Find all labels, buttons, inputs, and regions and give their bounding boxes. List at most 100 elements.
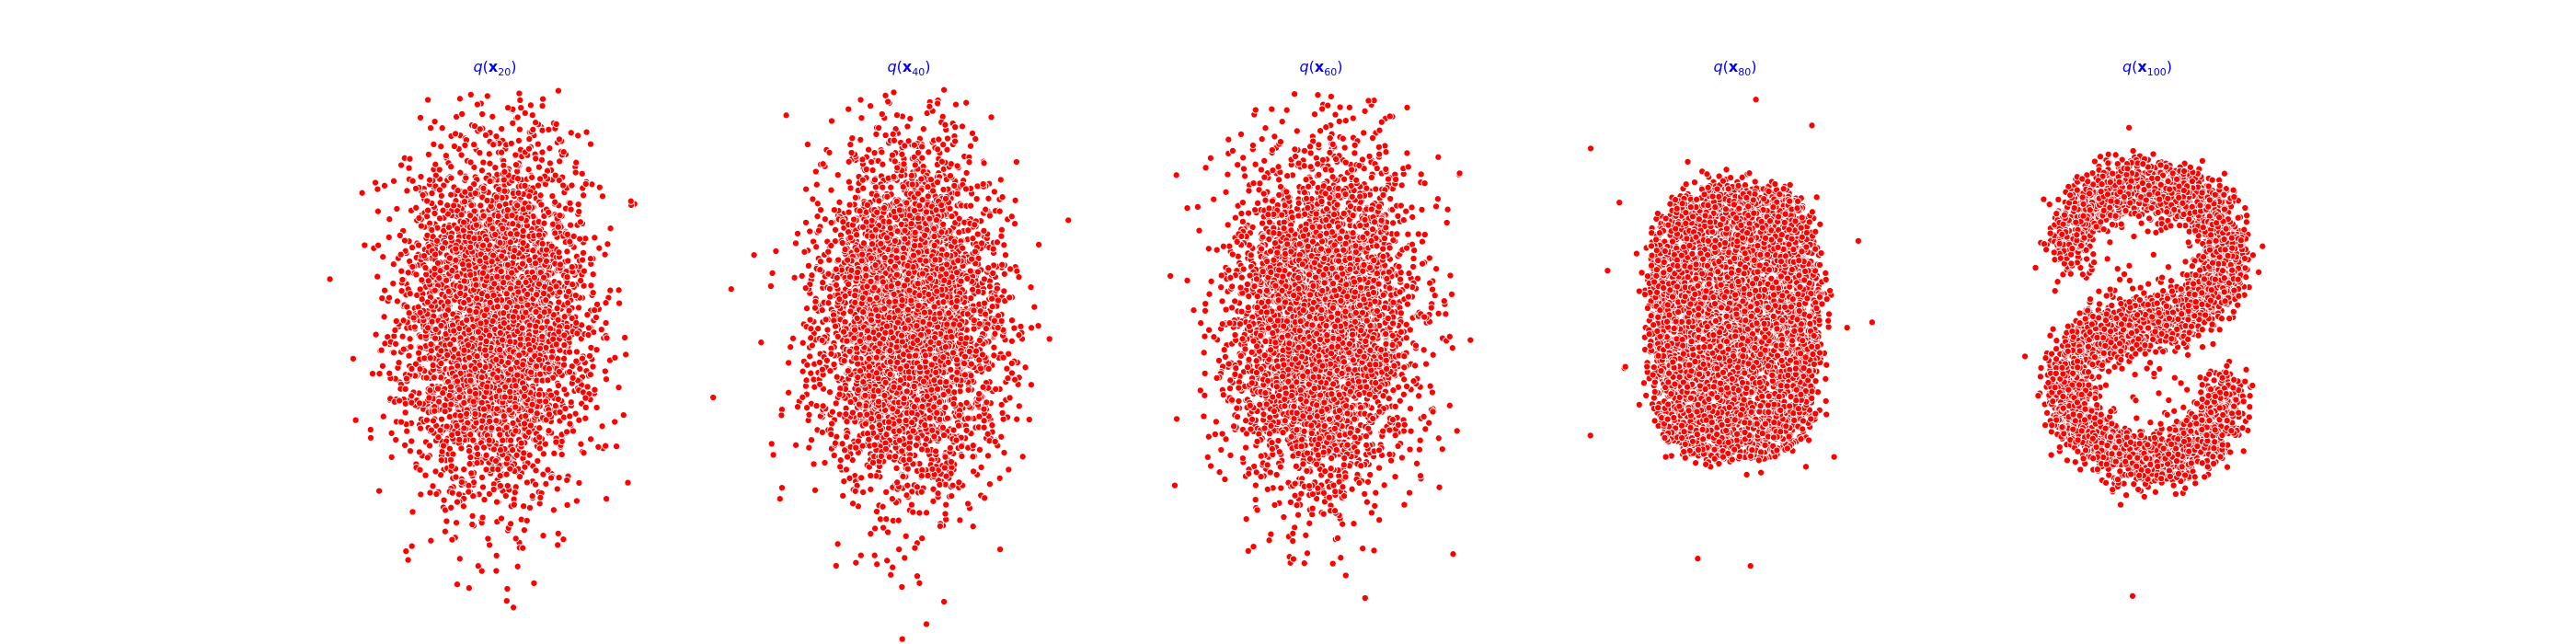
scatter-point	[467, 159, 474, 166]
scatter-point	[385, 234, 392, 240]
scatter-point	[472, 410, 478, 417]
scatter-point	[556, 136, 562, 143]
scatter-point	[473, 222, 479, 228]
scatter-point	[575, 132, 581, 139]
scatter-point	[467, 244, 474, 250]
scatter-point	[576, 417, 582, 423]
scatter-point	[493, 552, 500, 558]
scatter-point	[599, 193, 605, 200]
scatter-point	[541, 220, 547, 226]
scatter-point	[578, 441, 584, 447]
scatter-point	[622, 334, 628, 340]
scatter-point	[526, 322, 533, 328]
scatter-point	[587, 141, 593, 147]
scatter-point	[467, 91, 474, 98]
scatter-point	[483, 466, 489, 473]
scatter-point	[425, 207, 431, 213]
scatter-point	[604, 496, 610, 502]
scatter-point	[497, 473, 503, 479]
scatter-point	[536, 345, 543, 351]
scatter-point	[362, 242, 368, 248]
scatter-point	[475, 451, 481, 457]
scatter-point	[456, 96, 463, 102]
scatter-point	[535, 232, 542, 238]
scatter-point	[543, 297, 549, 304]
scatter-point	[976, 446, 983, 453]
scatter-point	[493, 499, 500, 505]
scatter-point	[446, 392, 453, 398]
scatter-point	[557, 158, 563, 165]
scatter-point	[478, 399, 485, 406]
scatter-point	[466, 307, 473, 314]
scatter-point	[504, 207, 511, 213]
scatter-point	[408, 365, 415, 372]
scatter-point	[405, 557, 411, 563]
scatter-point	[327, 276, 333, 282]
scatter-point	[459, 261, 466, 268]
scatter-point	[538, 156, 545, 163]
scatter-point	[546, 145, 553, 152]
scatter-point	[508, 366, 514, 373]
scatter-point	[566, 369, 572, 375]
scatter-point	[533, 323, 539, 329]
scatter-point	[546, 365, 552, 372]
scatter-point	[553, 341, 559, 348]
scatter-point	[448, 401, 454, 408]
scatter-point	[516, 352, 523, 359]
scatter-point	[577, 365, 583, 372]
scatter-point	[555, 224, 561, 230]
scatter-point	[560, 149, 567, 155]
title-sub: 40	[912, 66, 925, 78]
scatter-point	[438, 374, 444, 381]
scatter-point	[431, 408, 438, 414]
scatter-point	[501, 168, 508, 175]
scatter-point	[382, 340, 388, 347]
scatter-point	[942, 404, 949, 410]
scatter-point	[545, 466, 551, 473]
scatter-point	[430, 362, 436, 368]
scatter-point	[538, 201, 545, 208]
scatter-point	[582, 404, 589, 410]
scatter-point	[824, 327, 831, 333]
scatter-point	[443, 518, 450, 524]
scatter-point	[590, 271, 596, 278]
scatter-point	[423, 374, 430, 381]
scatter-point	[575, 305, 581, 311]
scatter-point	[492, 231, 499, 237]
scatter-point	[527, 408, 534, 414]
scatter-point	[533, 308, 539, 315]
scatter-point	[479, 110, 486, 117]
scatter-point	[524, 291, 531, 297]
scatter-point	[454, 520, 460, 526]
scatter-point	[509, 213, 515, 219]
scatter-point	[442, 528, 448, 535]
scatter-point	[432, 251, 439, 258]
scatter-point	[826, 389, 833, 396]
scatter-point	[465, 341, 471, 348]
scatter-point	[564, 477, 570, 483]
scatter-point	[466, 461, 473, 467]
scatter-point	[380, 254, 386, 260]
scatter-point	[454, 581, 460, 588]
scatter-point	[525, 429, 532, 435]
scatter-point	[590, 290, 596, 296]
scatter-point	[415, 242, 421, 248]
scatter-point	[868, 486, 874, 492]
scatter-point	[352, 417, 359, 423]
scatter-point	[440, 245, 446, 251]
scatter-point	[434, 259, 441, 266]
scatter-point	[532, 260, 538, 267]
scatter-point	[374, 186, 381, 192]
title-func: q	[474, 58, 483, 75]
scatter-point	[461, 278, 467, 284]
scatter-point	[569, 264, 575, 270]
scatter-point	[579, 170, 585, 177]
scatter-point	[603, 376, 609, 383]
scatter-point	[551, 450, 558, 456]
scatter-point	[467, 213, 474, 219]
scatter-point	[453, 257, 459, 263]
scatter-point	[406, 352, 412, 359]
scatter-point	[487, 332, 493, 339]
scatter-point	[607, 225, 614, 232]
scatter-point	[580, 249, 586, 256]
